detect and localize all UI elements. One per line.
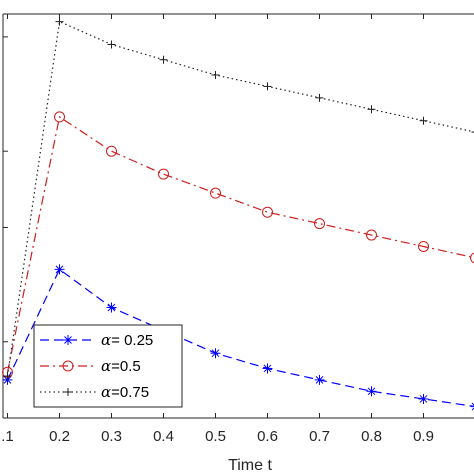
- legend-label-alpha: α: [101, 331, 111, 349]
- plus-marker: [315, 93, 324, 102]
- plus-marker: [211, 70, 220, 79]
- asterisk-marker-d2: [419, 395, 428, 403]
- plus-marker: [3, 372, 12, 381]
- asterisk-marker: [54, 264, 65, 275]
- plus-marker: [159, 55, 168, 64]
- asterisk-marker-d2: [315, 376, 324, 384]
- x-tick-label: 0.6: [257, 428, 278, 445]
- asterisk-marker: [262, 363, 273, 374]
- circle-marker-shape: [62, 360, 74, 372]
- legend: α= 0.25α=0.5α=0.75: [33, 324, 183, 408]
- legend-box: [33, 324, 183, 408]
- series-plus: [3, 17, 474, 381]
- legend-label: α=0.75: [101, 383, 149, 401]
- circle-marker: [106, 145, 117, 157]
- plus-marker: [367, 105, 376, 114]
- circle-marker-shape: [262, 206, 273, 218]
- asterisk-marker: [106, 302, 117, 313]
- plus-marker: [471, 131, 474, 133]
- asterisk-marker: [210, 348, 221, 359]
- asterisk-marker-d2: [211, 349, 220, 358]
- plus-marker: [419, 116, 428, 125]
- circle-marker-shape: [366, 229, 377, 241]
- x-axis-label: Time t: [228, 457, 272, 474]
- circle-marker-shape: [470, 252, 474, 264]
- circle-marker: [366, 229, 377, 241]
- legend-label-alpha: α: [101, 357, 111, 375]
- circle-marker: [62, 360, 74, 372]
- circle-marker-shape: [314, 218, 325, 230]
- circle-marker: [210, 187, 221, 199]
- x-tick-label: 0.4: [153, 428, 174, 445]
- circle-marker-shape: [210, 187, 221, 199]
- series-line: [6, 20, 474, 377]
- legend-label-value: =0.75: [111, 384, 149, 401]
- circle-marker-shape: [54, 111, 65, 123]
- x-tick-label: 0.2: [49, 428, 70, 445]
- legend-entry: α= 0.25: [40, 331, 153, 349]
- circle-marker-shape: [418, 240, 429, 252]
- asterisk-marker-d2: [107, 303, 116, 312]
- axes: .1 0.2 0.3 0.4 0.5 0.6 0.7 0.8 0.9: [1, 13, 474, 445]
- circle-marker: [262, 206, 273, 218]
- legend-label-alpha: α: [101, 383, 111, 401]
- circle-marker: [314, 218, 325, 230]
- circle-marker: [470, 252, 474, 264]
- circle-marker-shape: [158, 168, 169, 180]
- circle-marker: [418, 240, 429, 252]
- series-asterisk: [2, 264, 474, 411]
- x-tick-label: 0.7: [309, 428, 330, 445]
- series-line: [6, 268, 474, 407]
- asterisk-marker: [63, 335, 73, 345]
- circle-marker-shape: [106, 145, 117, 157]
- asterisk-marker-d2: [55, 265, 64, 274]
- circle-marker: [158, 168, 169, 180]
- legend-label-value: =0.5: [111, 358, 141, 375]
- legend-label: α=0.5: [101, 357, 141, 375]
- x-tick-label: 0.3: [101, 428, 122, 445]
- circle-marker: [54, 111, 65, 123]
- asterisk-marker: [314, 374, 325, 385]
- series-group: [2, 17, 474, 411]
- x-tick-label: 0.5: [205, 428, 226, 445]
- x-tick-label: 0.8: [361, 428, 382, 445]
- legend-label-value: = 0.25: [111, 332, 153, 349]
- plus-marker: [64, 388, 72, 396]
- asterisk-marker: [366, 386, 377, 397]
- asterisk-marker-d2: [471, 407, 474, 411]
- legend-entry: α=0.5: [40, 357, 141, 375]
- legend-label: α= 0.25: [101, 331, 153, 349]
- asterisk-marker-d2: [367, 387, 376, 396]
- plus-marker: [55, 17, 64, 26]
- series-circle: [2, 111, 474, 378]
- asterisk-marker: [470, 402, 474, 411]
- x-tick-label: 0.9: [413, 428, 434, 445]
- legend-entry: α=0.75: [40, 383, 149, 401]
- x-tick-label: .1: [1, 428, 14, 445]
- series-line: [6, 115, 474, 373]
- asterisk-marker-d1: [471, 402, 474, 406]
- asterisk-marker-d2: [263, 364, 272, 373]
- plus-marker: [107, 40, 116, 49]
- asterisk-marker-d2: [64, 336, 72, 344]
- plus-marker: [263, 82, 272, 91]
- asterisk-marker: [418, 393, 429, 404]
